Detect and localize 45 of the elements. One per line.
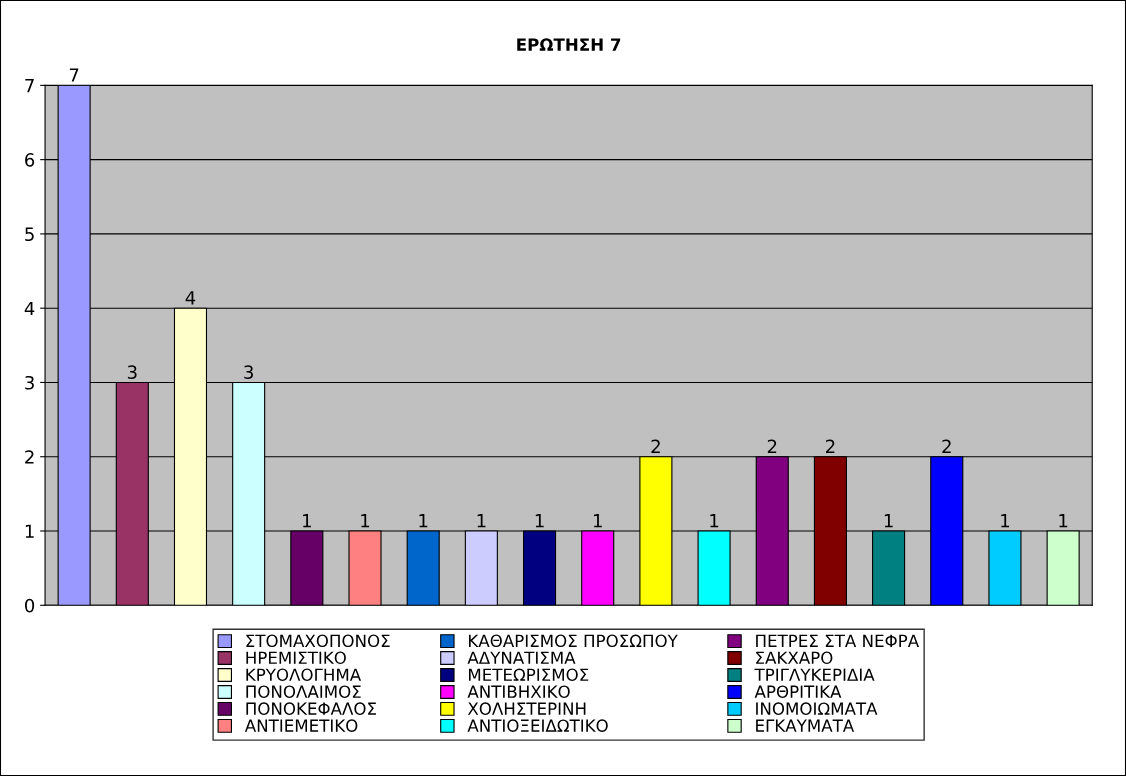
data-label: 2 xyxy=(942,439,951,453)
legend-label: ΣΑΚΧΑΡΟ xyxy=(756,651,833,665)
data-label: 1 xyxy=(1059,514,1068,528)
data-label: 3 xyxy=(244,365,253,379)
legend-label: ΚΑΘΑΡΙΣΜΟΣ ΠΡΟΣΩΠΟΥ xyxy=(469,634,678,648)
legend-label: ΑΔΥΝΑΤΙΣΜΑ xyxy=(467,651,576,664)
data-label: 4 xyxy=(185,291,196,305)
data-label: 1 xyxy=(710,514,719,528)
legend-label: ΕΓΚΑΥΜΑΤΑ xyxy=(756,719,855,732)
legend-label: ΑΝΤΙΕΜΕΤΙΚΟ xyxy=(244,719,358,732)
legend-label: ΑΝΤΙΟΞΕΙΔΩΤΙΚΟ xyxy=(467,719,608,732)
data-label: 1 xyxy=(535,514,544,528)
data-label: 1 xyxy=(593,514,602,528)
data-label: 1 xyxy=(419,514,428,528)
data-label: 1 xyxy=(361,514,370,528)
data-label: 2 xyxy=(826,439,835,453)
data-label: 2 xyxy=(651,439,660,453)
y-tick-label: 4 xyxy=(24,301,35,316)
legend-label: ΧΟΛΗΣΤΕΡΙΝΗ xyxy=(467,702,586,715)
legend-label: ΜΕΤΕΩΡΙΣΜΟΣ xyxy=(469,668,589,682)
data-label: 1 xyxy=(884,514,893,528)
data-label: 1 xyxy=(1001,514,1010,528)
chart-title: ΕΡΩΤΗΣΗ 7 xyxy=(517,38,621,51)
y-tick-label: 5 xyxy=(25,227,34,242)
legend-label: ΑΡΘΡΙΤΙΚΑ xyxy=(754,685,842,698)
legend-label: ΠΕΤΡΕΣ ΣΤΑ ΝΕΦΡΑ xyxy=(756,634,920,647)
y-tick-label: 2 xyxy=(25,450,34,464)
legend-label: ΠΟΝΟΛΑΙΜΟΣ xyxy=(246,685,361,698)
legend-label: ΠΟΝΟΚΕΦΑΛΟΣ xyxy=(246,702,376,715)
data-label: 1 xyxy=(303,514,311,528)
data-label: 3 xyxy=(127,365,137,379)
y-tick-label: 7 xyxy=(25,79,34,93)
legend-label: ΣΤΟΜΑΧΟΠΟΝΟΣ xyxy=(246,634,390,648)
legend-label: ΚΡΥΟΛΟΓΗΜΑ xyxy=(246,668,362,682)
legend-label: ΤΡΙΓΛΥΚΕΡΙΔΙΑ xyxy=(754,668,875,681)
y-tick-label: 3 xyxy=(25,375,34,390)
legend-label: ΑΝΤΙΒΗΧΙΚΟ xyxy=(467,685,570,698)
legend-label: ΗΡΕΜΙΣΤΙΚΟ xyxy=(246,651,346,665)
y-tick-label: 6 xyxy=(25,153,35,167)
data-label: 7 xyxy=(69,68,79,82)
data-label: 1 xyxy=(477,514,486,528)
y-tick-label: 0 xyxy=(25,598,35,613)
legend-label: ΙΝΟΜΟΙΩΜΑΤΑ xyxy=(756,702,878,715)
y-tick-label: 1 xyxy=(25,524,34,538)
data-label: 2 xyxy=(767,439,777,453)
